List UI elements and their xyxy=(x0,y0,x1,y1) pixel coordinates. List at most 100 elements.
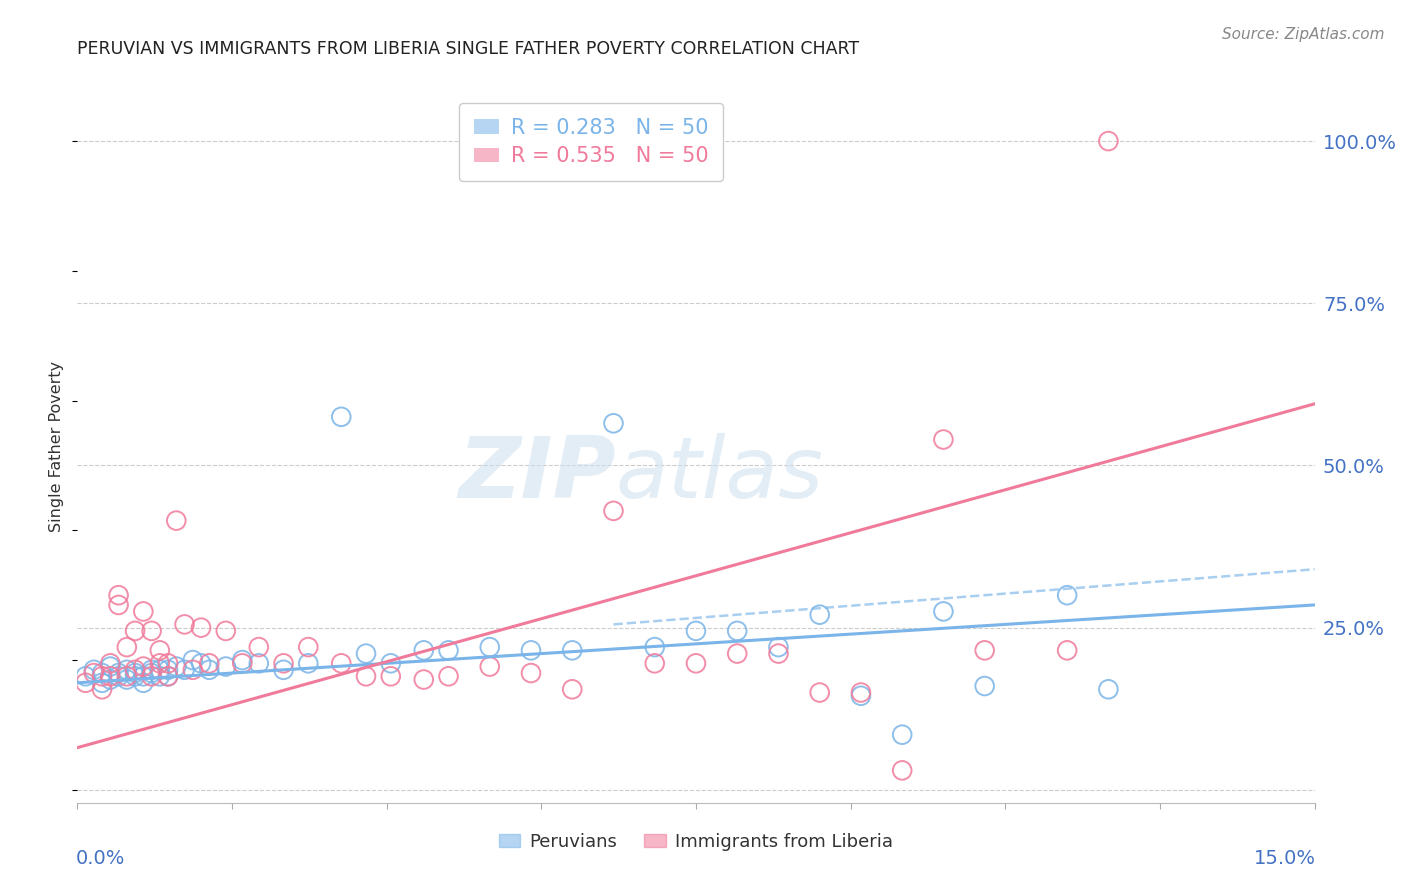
Point xyxy=(198,657,221,671)
Point xyxy=(149,657,172,671)
Point xyxy=(273,657,295,671)
Point xyxy=(520,666,543,681)
Point xyxy=(149,669,172,683)
Point xyxy=(354,669,377,683)
Point xyxy=(75,669,97,683)
Point xyxy=(124,624,146,638)
Point xyxy=(437,669,460,683)
Point xyxy=(107,588,129,602)
Point xyxy=(83,666,105,681)
Point xyxy=(231,657,253,671)
Point xyxy=(98,659,121,673)
Text: ZIP: ZIP xyxy=(458,433,616,516)
Point xyxy=(808,607,831,622)
Point xyxy=(173,617,195,632)
Legend: Peruvians, Immigrants from Liberia: Peruvians, Immigrants from Liberia xyxy=(492,826,900,858)
Point xyxy=(602,504,624,518)
Point xyxy=(132,669,155,683)
Point xyxy=(141,624,163,638)
Point xyxy=(215,659,238,673)
Point xyxy=(380,657,402,671)
Point xyxy=(141,666,163,681)
Point xyxy=(115,669,138,683)
Point xyxy=(412,643,434,657)
Point xyxy=(132,675,155,690)
Point xyxy=(330,409,353,424)
Point xyxy=(83,663,105,677)
Point xyxy=(849,689,872,703)
Point xyxy=(149,663,172,677)
Point xyxy=(115,673,138,687)
Point xyxy=(181,653,204,667)
Point xyxy=(157,669,180,683)
Point xyxy=(685,657,707,671)
Point xyxy=(1056,643,1078,657)
Text: Source: ZipAtlas.com: Source: ZipAtlas.com xyxy=(1222,27,1385,42)
Point xyxy=(725,647,748,661)
Point xyxy=(932,604,955,618)
Point xyxy=(231,653,253,667)
Point xyxy=(437,643,460,657)
Point xyxy=(115,663,138,677)
Point xyxy=(561,643,583,657)
Point xyxy=(107,598,129,612)
Point xyxy=(602,417,624,431)
Point xyxy=(173,663,195,677)
Point xyxy=(891,728,914,742)
Point xyxy=(1056,588,1078,602)
Point xyxy=(932,433,955,447)
Point xyxy=(141,669,163,683)
Point xyxy=(91,666,114,681)
Point xyxy=(157,663,180,677)
Point xyxy=(808,685,831,699)
Point xyxy=(685,624,707,638)
Text: 15.0%: 15.0% xyxy=(1254,849,1316,868)
Point xyxy=(91,682,114,697)
Point xyxy=(98,673,121,687)
Point xyxy=(380,669,402,683)
Point xyxy=(412,673,434,687)
Point xyxy=(973,679,995,693)
Point xyxy=(149,643,172,657)
Point xyxy=(98,669,121,683)
Point xyxy=(190,621,212,635)
Y-axis label: Single Father Poverty: Single Father Poverty xyxy=(49,360,65,532)
Point xyxy=(725,624,748,638)
Point xyxy=(247,657,270,671)
Point xyxy=(478,659,501,673)
Point xyxy=(297,657,319,671)
Point xyxy=(1097,682,1119,697)
Text: 0.0%: 0.0% xyxy=(76,849,125,868)
Point xyxy=(297,640,319,654)
Point xyxy=(1097,134,1119,148)
Point xyxy=(354,647,377,661)
Point xyxy=(891,764,914,778)
Point xyxy=(124,663,146,677)
Point xyxy=(849,685,872,699)
Point xyxy=(247,640,270,654)
Point xyxy=(273,663,295,677)
Point xyxy=(91,675,114,690)
Text: atlas: atlas xyxy=(616,433,824,516)
Point xyxy=(478,640,501,654)
Point xyxy=(132,604,155,618)
Point xyxy=(198,663,221,677)
Point xyxy=(644,657,666,671)
Point xyxy=(973,643,995,657)
Point xyxy=(115,640,138,654)
Point xyxy=(157,657,180,671)
Point xyxy=(124,666,146,681)
Point xyxy=(91,669,114,683)
Point xyxy=(75,675,97,690)
Point xyxy=(768,647,790,661)
Point xyxy=(520,643,543,657)
Point xyxy=(132,659,155,673)
Point xyxy=(165,659,187,673)
Point xyxy=(107,666,129,681)
Point xyxy=(124,669,146,683)
Point xyxy=(157,669,180,683)
Text: PERUVIAN VS IMMIGRANTS FROM LIBERIA SINGLE FATHER POVERTY CORRELATION CHART: PERUVIAN VS IMMIGRANTS FROM LIBERIA SING… xyxy=(77,40,859,58)
Point xyxy=(644,640,666,654)
Point xyxy=(561,682,583,697)
Point xyxy=(768,640,790,654)
